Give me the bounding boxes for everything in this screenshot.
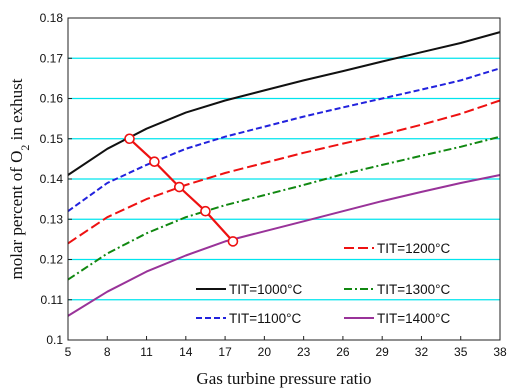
y-tick-label: 0.14 <box>40 172 64 186</box>
legend-label: TIT=1000°C <box>229 282 303 297</box>
x-tick-label: 26 <box>336 345 350 359</box>
optimum-marker <box>200 205 211 217</box>
y-tick-label: 0.15 <box>40 132 64 146</box>
x-tick-label: 11 <box>140 345 153 359</box>
x-tick-label: 20 <box>258 345 272 359</box>
legend: TIT=1200°C TIT=1000°C TIT=1300°C TIT=1100°C… <box>196 241 451 326</box>
optimum-marker <box>149 156 160 167</box>
legend-label: TIT=1100°C <box>229 311 302 326</box>
x-axis-label: Gas turbine pressure ratio <box>196 369 371 388</box>
axis-ticks: 5 8 11 14 17 20 23 26 29 32 35 38 0.1 0.11 0.12 0.13 0.1… <box>40 11 507 359</box>
y-axis-label: molar percent of O2 in exhust <box>7 78 32 279</box>
series-lines <box>67 31 501 317</box>
x-tick-label: 32 <box>415 345 429 359</box>
gridlines <box>68 57 500 301</box>
optimum-marker <box>227 236 239 247</box>
x-tick-label: 38 <box>493 345 507 359</box>
y-tick-label: 0.11 <box>41 293 64 307</box>
series-line <box>67 99 501 245</box>
x-tick-label: 5 <box>65 345 72 359</box>
series-line <box>67 31 501 176</box>
x-tick-label: 29 <box>376 345 390 359</box>
y-tick-label: 0.13 <box>40 212 64 226</box>
x-tick-label: 23 <box>297 345 311 359</box>
y-tick-label: 0.12 <box>40 253 64 267</box>
optimum-marker <box>173 181 185 193</box>
series-line <box>67 135 501 281</box>
series-line <box>67 174 501 317</box>
x-tick-label: 17 <box>218 345 232 359</box>
legend-label: TIT=1300°C <box>377 282 451 297</box>
series-line <box>67 67 501 213</box>
optimum-line <box>124 133 239 247</box>
legend-label: TIT=1400°C <box>377 311 451 326</box>
y-tick-label: 0.1 <box>46 333 63 347</box>
y-tick-label: 0.18 <box>40 11 64 25</box>
y-tick-label: 0.16 <box>40 92 64 106</box>
x-tick-label: 14 <box>179 345 193 359</box>
legend-label: TIT=1200°C <box>377 241 451 256</box>
optimum-marker <box>124 133 135 145</box>
x-tick-label: 35 <box>454 345 468 359</box>
x-tick-label: 8 <box>104 345 111 359</box>
y-tick-label: 0.17 <box>40 51 64 65</box>
